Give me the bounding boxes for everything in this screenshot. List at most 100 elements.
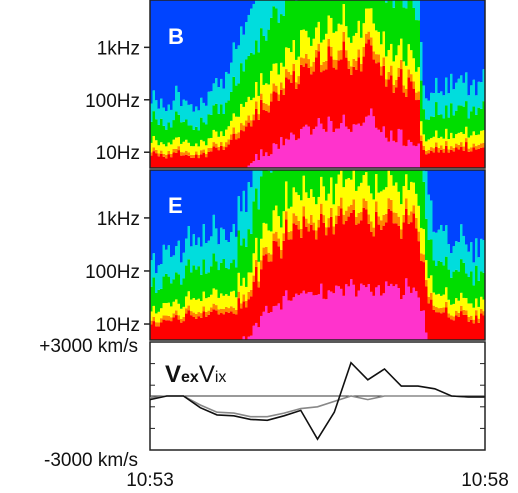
spectrogram-cell bbox=[462, 314, 466, 340]
spectrogram-cell bbox=[445, 301, 448, 308]
spectrogram-cell bbox=[467, 151, 471, 168]
spectrogram-cell bbox=[452, 0, 456, 90]
spectrogram-cell bbox=[277, 148, 281, 168]
spectrogram-cell bbox=[157, 311, 161, 323]
spectrogram-cell bbox=[247, 170, 251, 183]
spectrogram-cell bbox=[192, 312, 196, 317]
spectrogram-cell bbox=[252, 120, 256, 162]
spectrogram-cell bbox=[227, 312, 231, 340]
spectrogram-cell bbox=[290, 0, 293, 53]
spectrogram-cell bbox=[447, 313, 451, 318]
spectrogram-cell bbox=[217, 309, 221, 315]
spectrogram-cell bbox=[225, 311, 228, 340]
spectrogram-cell bbox=[270, 154, 273, 168]
spectrogram-cell bbox=[377, 216, 381, 225]
spectrogram-cell bbox=[432, 292, 436, 306]
spectrogram-cell bbox=[412, 205, 416, 214]
spectrogram-cell bbox=[152, 0, 156, 91]
spectrogram-cell bbox=[180, 262, 183, 285]
spectrogram-cell bbox=[177, 114, 181, 138]
spectrogram-cell bbox=[355, 60, 358, 70]
spectrogram-cell bbox=[172, 120, 176, 140]
velocity-series bbox=[149, 361, 485, 441]
spectrogram-cell bbox=[205, 316, 208, 340]
spectrogram-cell bbox=[395, 284, 398, 340]
spectrogram-cell bbox=[287, 208, 291, 232]
spectrogram-cell bbox=[252, 114, 256, 121]
spectrogram-cell bbox=[370, 8, 373, 38]
spectrogram-cell bbox=[167, 320, 171, 340]
spectrogram-cell bbox=[387, 141, 391, 168]
spectrogram-cell bbox=[245, 211, 248, 247]
spectrogram-cell bbox=[222, 314, 226, 340]
spectrogram-cell bbox=[265, 0, 268, 41]
spectrogram-cell bbox=[267, 84, 271, 106]
spectrogram-cell bbox=[347, 206, 351, 217]
spectrogram-cell bbox=[442, 170, 446, 232]
spectrogram-cell bbox=[392, 286, 396, 340]
spectrogram-cell bbox=[420, 42, 423, 81]
spectrogram-cell bbox=[272, 306, 276, 340]
spectrogram-cell bbox=[465, 314, 468, 340]
spectrogram-cell bbox=[172, 317, 176, 340]
spectrogram-cell bbox=[232, 307, 236, 314]
spectrogram-cell bbox=[255, 101, 258, 109]
spectrogram-cell bbox=[472, 319, 476, 324]
spectrogram-cell bbox=[475, 170, 478, 239]
spectrogram-cell bbox=[367, 223, 371, 285]
spectrogram-cell bbox=[152, 253, 156, 278]
spectrogram-cell bbox=[160, 170, 163, 265]
spectrogram-cell bbox=[205, 311, 208, 317]
spectrogram-cell bbox=[170, 109, 173, 128]
spectrogram-cell bbox=[370, 221, 373, 232]
spectrogram-cell bbox=[247, 336, 251, 340]
spectrogram-cell bbox=[200, 301, 203, 314]
spectrogram-cell bbox=[165, 315, 168, 321]
spectrogram-cell bbox=[455, 241, 458, 270]
spectrogram-cell bbox=[285, 77, 288, 139]
spectrogram-cell bbox=[190, 146, 193, 155]
spectrogram-cell bbox=[445, 287, 448, 302]
spectrogram-cell bbox=[237, 298, 241, 340]
spectrogram-cell bbox=[265, 170, 268, 224]
spectrogram-cell bbox=[332, 59, 336, 68]
spectrogram-cell bbox=[260, 28, 263, 74]
spectrogram-cell bbox=[330, 17, 333, 47]
spectrogram-cell bbox=[177, 0, 181, 93]
spectrogram-cell bbox=[340, 197, 343, 209]
spectrogram-cell bbox=[180, 284, 183, 309]
spectrogram-cell bbox=[280, 249, 283, 259]
spectrogram-cell bbox=[325, 33, 328, 61]
spectrogram-cell bbox=[155, 149, 158, 154]
spectrogram-cell bbox=[405, 65, 408, 90]
spectrogram-cell bbox=[415, 71, 418, 93]
spectrogram-cell bbox=[365, 209, 368, 288]
spectrogram-cell bbox=[327, 46, 331, 117]
spectrogram-cell bbox=[225, 170, 228, 241]
spectrogram-cell bbox=[167, 302, 171, 316]
spectrogram-cell bbox=[195, 314, 198, 319]
spectrogram-cell bbox=[220, 131, 223, 143]
spectrogram-cell bbox=[442, 265, 446, 295]
spectrogram-cell bbox=[457, 242, 461, 272]
spectrogram-cell bbox=[332, 67, 336, 132]
spectrogram-cell bbox=[430, 150, 433, 168]
spectrogram-cell bbox=[322, 0, 326, 40]
spectrogram-cell bbox=[257, 261, 261, 282]
spectrogram-cell bbox=[380, 170, 383, 192]
spectrogram-cell bbox=[475, 315, 478, 340]
spectrogram-cell bbox=[327, 227, 331, 291]
spectrogram-cell bbox=[415, 217, 418, 229]
spectrogram-cell bbox=[327, 38, 331, 47]
spectrogram-cell bbox=[450, 170, 453, 253]
spectrogram-cell bbox=[170, 283, 173, 307]
spectrogram-cell bbox=[350, 279, 353, 340]
spectrogram-cell bbox=[360, 283, 363, 340]
spectrogram-cell bbox=[182, 121, 186, 142]
spectrogram-cell bbox=[450, 103, 453, 133]
spectrogram-cell bbox=[232, 113, 236, 128]
spectrogram-cell bbox=[335, 69, 338, 129]
spectrogram-cell bbox=[197, 266, 201, 299]
spectrogram-cell bbox=[177, 150, 181, 168]
